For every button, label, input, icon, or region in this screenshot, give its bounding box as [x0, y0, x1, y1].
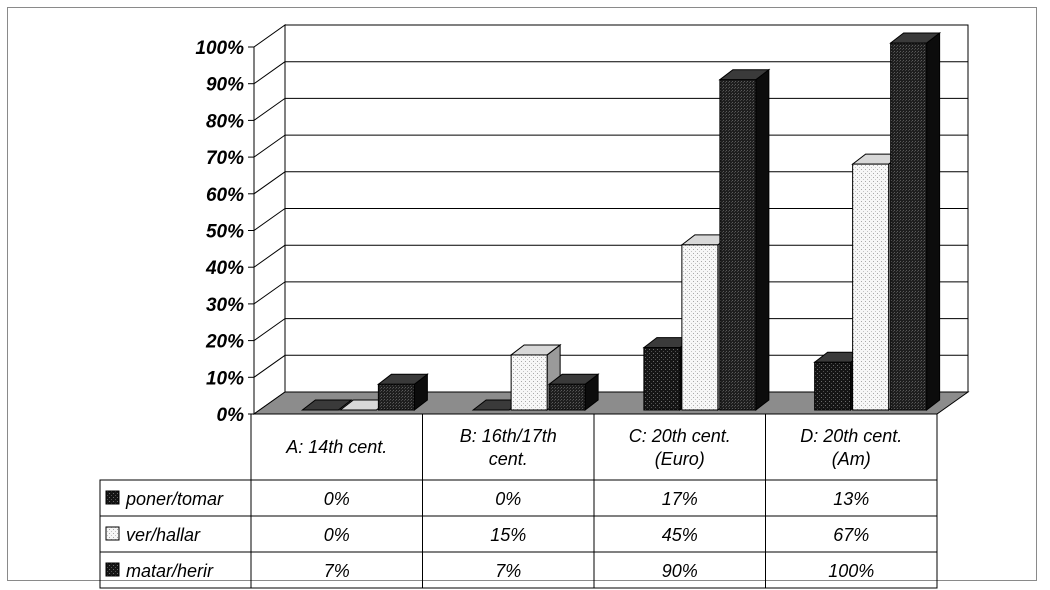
data-label: 0%: [324, 489, 350, 509]
y-tick-label: 50%: [206, 222, 244, 243]
y-tick-label: 10%: [206, 368, 244, 389]
y-tick-label: 90%: [206, 75, 244, 96]
y-tick-label: 70%: [206, 148, 244, 169]
category-label: A: 14th cent.: [285, 437, 387, 457]
data-label: 100%: [828, 561, 874, 581]
legend-key-matar-herir: [105, 562, 120, 577]
data-label: 0%: [495, 489, 521, 509]
category-label: (Euro): [655, 449, 705, 469]
gridline-side: [253, 97, 286, 121]
data-label: 67%: [833, 525, 869, 545]
data-label: 7%: [324, 561, 350, 581]
y-axis-ticks: 0% 10% 20% 30% 40% 50% 60% 70% 80% 90% 100%: [195, 38, 255, 426]
gridline-side: [253, 281, 286, 305]
data-label: 17%: [662, 489, 698, 509]
data-table: A: 14th cent. B: 16th/17th cent. C: 20th ce…: [99, 413, 938, 589]
category-label: B: 16th/17th: [460, 426, 557, 446]
data-label: 13%: [833, 489, 869, 509]
y-tick-label: 40%: [205, 258, 244, 279]
gridline-side: [253, 171, 286, 195]
bar-matar-herir-0: [376, 373, 429, 412]
category-label: cent.: [489, 449, 528, 469]
bars: [300, 31, 942, 412]
category-label: (Am): [832, 449, 871, 469]
data-label: 90%: [662, 561, 698, 581]
data-label: 0%: [324, 525, 350, 545]
bar-matar-herir-1: [547, 373, 600, 412]
gridline-side: [253, 208, 286, 231]
data-label: 45%: [662, 525, 698, 545]
gridline-side: [253, 354, 286, 378]
gridline-side: [253, 61, 286, 85]
gridline-side: [253, 244, 286, 268]
legend-label: poner/tomar: [125, 489, 224, 509]
table-body: [99, 479, 938, 589]
y-tick-label: 100%: [195, 38, 244, 59]
legend-label: matar/herir: [126, 561, 214, 581]
data-label: 15%: [490, 525, 526, 545]
y-tick-label: 60%: [206, 185, 244, 206]
y-tick-label: 20%: [205, 332, 244, 353]
y-tick-label: 30%: [206, 295, 244, 316]
legend-key-ver-hallar: [105, 526, 120, 541]
category-label: C: 20th cent.: [629, 426, 731, 446]
legend-label: ver/hallar: [126, 525, 201, 545]
bar-poner-tomar-0: [300, 399, 353, 411]
gridline-side: [253, 134, 286, 158]
legend-key-poner-tomar: [105, 490, 120, 505]
gridline-side: [253, 318, 286, 342]
bar-matar-herir-2: [718, 68, 771, 412]
bar-matar-herir-3: [889, 31, 942, 412]
category-label: D: 20th cent.: [800, 426, 902, 446]
y-tick-label: 80%: [206, 111, 244, 132]
y-tick-label: 0%: [217, 405, 245, 426]
data-label: 7%: [495, 561, 521, 581]
